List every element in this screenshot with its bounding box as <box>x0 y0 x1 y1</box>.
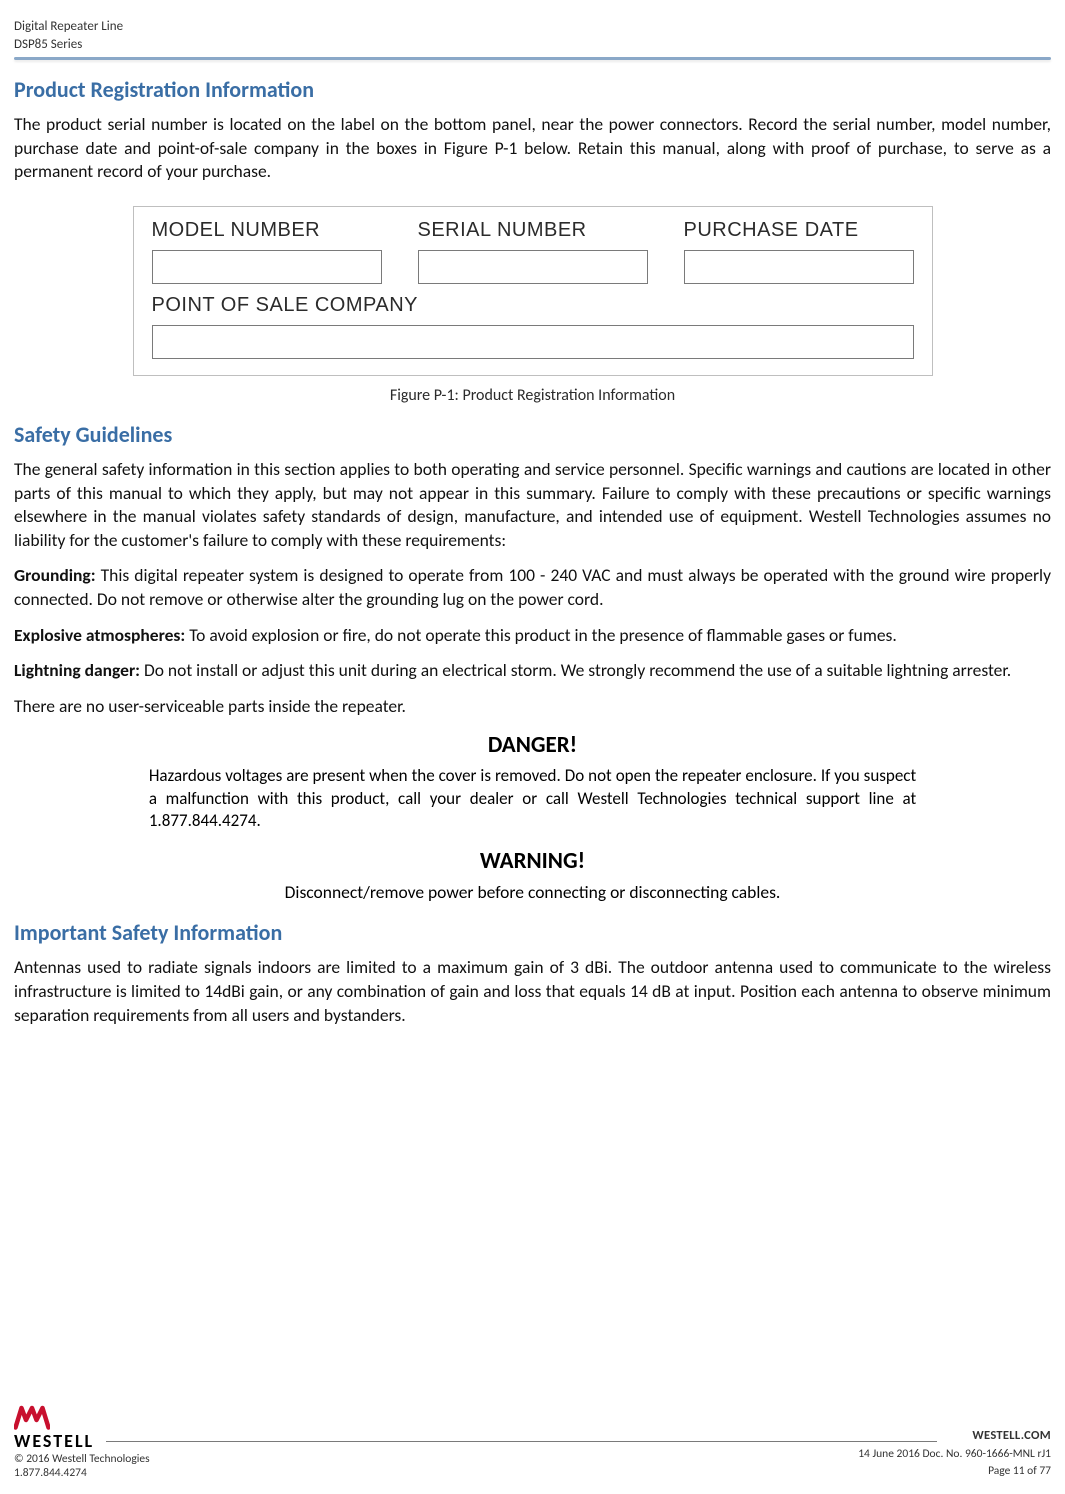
footer-phone: 1.877.844.4274 <box>14 1466 150 1480</box>
explosive-label: Explosive atmospheres: <box>14 624 185 646</box>
danger-heading: DANGER! <box>14 731 1051 759</box>
figure-caption: Figure P-1: Product Registration Informa… <box>14 386 1051 405</box>
warning-body: Disconnect/remove power before connectin… <box>14 881 1051 903</box>
safety-guidelines-body: The general safety information in this s… <box>14 458 1051 553</box>
lightning-text: Do not install or adjust this unit durin… <box>140 659 1011 681</box>
footer-doc-no: 14 June 2016 Doc. No. 960-1666-MNL rJ1 <box>858 1446 1051 1463</box>
header-line1: Digital Repeater Line <box>14 18 1051 36</box>
westell-logo-icon <box>14 1404 50 1430</box>
grounding-paragraph: Grounding: This digital repeater system … <box>14 564 1051 611</box>
no-serviceable-parts: There are no user-serviceable parts insi… <box>14 695 1051 719</box>
important-safety-heading: Important Safety Information <box>14 919 1051 946</box>
copyright-text: © 2016 Westell Technologies <box>14 1452 150 1466</box>
footer-site: WESTELL.COM <box>858 1427 1051 1446</box>
westell-logo-text: WESTELL <box>14 1432 150 1450</box>
header-line2: DSP85 Series <box>14 36 1051 54</box>
purchase-date-label: PURCHASE DATE <box>684 219 914 242</box>
serial-number-input[interactable] <box>418 250 648 284</box>
footer-page-no: Page 11 of 77 <box>858 1463 1051 1480</box>
westell-logo: WESTELL <box>14 1404 150 1450</box>
safety-guidelines-heading: Safety Guidelines <box>14 421 1051 448</box>
product-registration-heading: Product Registration Information <box>14 76 1051 103</box>
grounding-label: Grounding: <box>14 564 96 586</box>
model-number-input[interactable] <box>152 250 382 284</box>
serial-number-label: SERIAL NUMBER <box>418 219 648 242</box>
pos-company-input[interactable] <box>152 325 914 359</box>
pos-company-label: POINT OF SALE COMPANY <box>152 294 914 317</box>
product-registration-body: The product serial number is located on … <box>14 113 1051 184</box>
grounding-text: This digital repeater system is designed… <box>14 564 1051 610</box>
purchase-date-input[interactable] <box>684 250 914 284</box>
warning-heading: WARNING! <box>14 847 1051 875</box>
registration-form-box: MODEL NUMBER SERIAL NUMBER PURCHASE DATE… <box>133 206 933 376</box>
explosive-text: To avoid explosion or fire, do not opera… <box>185 624 897 646</box>
header-rule <box>14 57 1051 60</box>
important-safety-body: Antennas used to radiate signals indoors… <box>14 956 1051 1027</box>
page-footer: WESTELL © 2016 Westell Technologies 1.87… <box>14 1404 1051 1480</box>
model-number-label: MODEL NUMBER <box>152 219 382 242</box>
lightning-paragraph: Lightning danger: Do not install or adju… <box>14 659 1051 683</box>
lightning-label: Lightning danger: <box>14 659 140 681</box>
danger-body: Hazardous voltages are present when the … <box>149 765 916 834</box>
doc-header: Digital Repeater Line DSP85 Series <box>14 18 1051 53</box>
explosive-paragraph: Explosive atmospheres: To avoid explosio… <box>14 624 1051 648</box>
